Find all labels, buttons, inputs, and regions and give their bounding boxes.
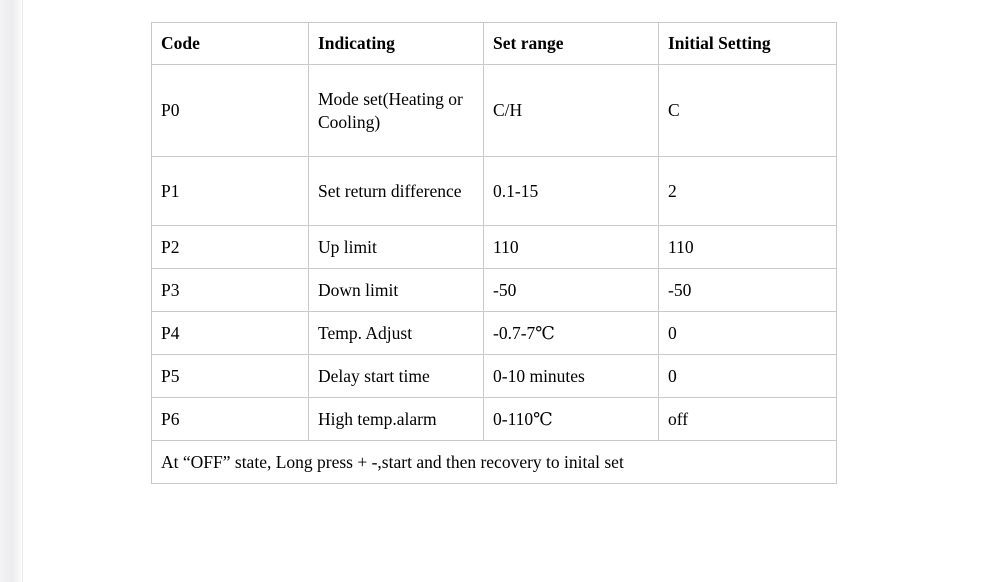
cell-code: P4	[151, 311, 309, 355]
table-header-row: Code Indicating Set range Initial Settin…	[151, 22, 837, 65]
cell-initial-setting: 2	[658, 156, 837, 226]
cell-set-range: 0.1-15	[483, 156, 659, 226]
cell-code: P6	[151, 397, 309, 441]
document-page: Code Indicating Set range Initial Settin…	[23, 0, 994, 582]
table-row: P5 Delay start time 0-10 minutes 0	[151, 354, 837, 398]
cell-code: P1	[151, 156, 309, 226]
table-row: P2 Up limit 110 110	[151, 225, 837, 269]
page-gutter-edge	[22, 0, 23, 582]
cell-indicating: Set return difference	[308, 156, 484, 226]
cell-set-range: C/H	[483, 64, 659, 157]
cell-indicating: Temp. Adjust	[308, 311, 484, 355]
cell-set-range: 0-10 minutes	[483, 354, 659, 398]
table-footer-row: At “OFF” state, Long press + -,start and…	[151, 440, 837, 484]
table-row: P6 High temp.alarm 0-110℃ off	[151, 397, 837, 441]
cell-initial-setting: -50	[658, 268, 837, 312]
cell-code: P3	[151, 268, 309, 312]
column-header-indicating: Indicating	[308, 22, 484, 65]
cell-indicating: Mode set(Heating or Cooling)	[308, 64, 484, 157]
table-row: P3 Down limit -50 -50	[151, 268, 837, 312]
cell-indicating: Delay start time	[308, 354, 484, 398]
table-row: P1 Set return difference 0.1-15 2	[151, 156, 837, 226]
footer-note: At “OFF” state, Long press + -,start and…	[151, 440, 837, 484]
cell-set-range: -0.7-7℃	[483, 311, 659, 355]
cell-initial-setting: 110	[658, 225, 837, 269]
table-row: P0 Mode set(Heating or Cooling) C/H C	[151, 64, 837, 157]
cell-initial-setting: C	[658, 64, 837, 157]
cell-code: P2	[151, 225, 309, 269]
cell-set-range: 0-110℃	[483, 397, 659, 441]
cell-initial-setting: 0	[658, 354, 837, 398]
column-header-code: Code	[151, 22, 309, 65]
cell-set-range: 110	[483, 225, 659, 269]
cell-code: P5	[151, 354, 309, 398]
parameter-code-table: Code Indicating Set range Initial Settin…	[151, 22, 837, 484]
cell-initial-setting: off	[658, 397, 837, 441]
column-header-initial-setting: Initial Setting	[658, 22, 837, 65]
column-header-set-range: Set range	[483, 22, 659, 65]
page-gutter	[0, 0, 22, 582]
cell-set-range: -50	[483, 268, 659, 312]
cell-indicating: Down limit	[308, 268, 484, 312]
table-row: P4 Temp. Adjust -0.7-7℃ 0	[151, 311, 837, 355]
cell-indicating: Up limit	[308, 225, 484, 269]
cell-code: P0	[151, 64, 309, 157]
cell-initial-setting: 0	[658, 311, 837, 355]
cell-indicating: High temp.alarm	[308, 397, 484, 441]
